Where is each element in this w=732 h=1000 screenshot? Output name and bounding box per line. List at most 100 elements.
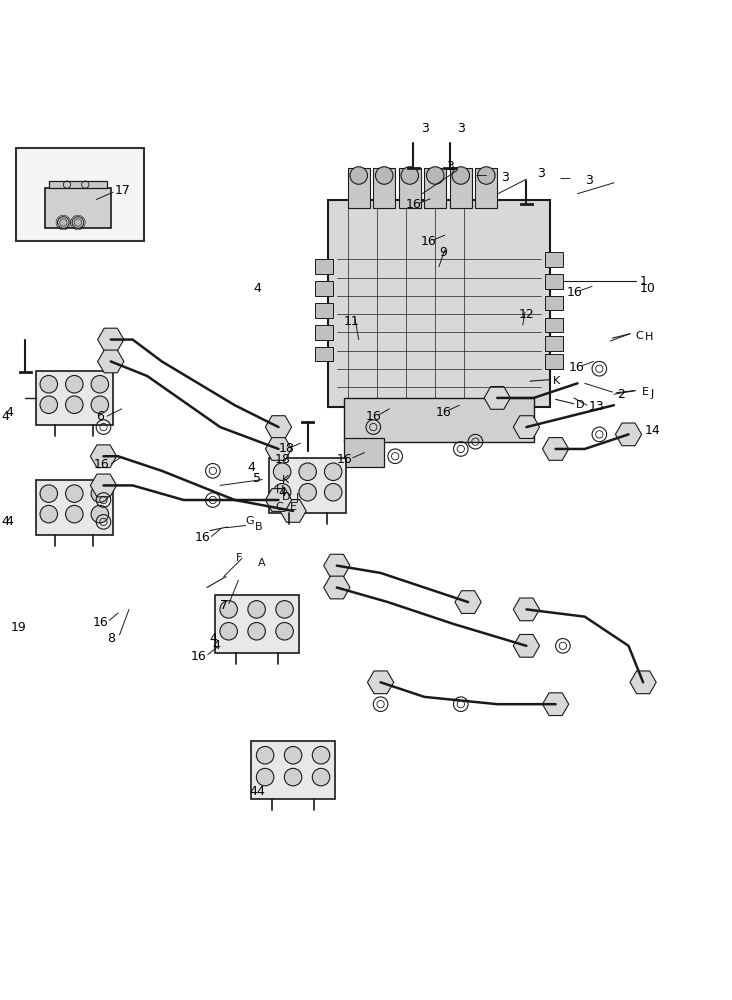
Text: D: D: [576, 400, 585, 410]
Circle shape: [273, 484, 291, 501]
Polygon shape: [324, 576, 350, 599]
Bar: [49, 181, 107, 188]
Circle shape: [284, 768, 302, 786]
Polygon shape: [367, 671, 394, 694]
FancyBboxPatch shape: [251, 741, 335, 799]
Text: 3: 3: [501, 171, 509, 184]
Text: 17: 17: [114, 184, 130, 197]
Circle shape: [40, 375, 58, 393]
Circle shape: [91, 396, 108, 413]
Text: 4: 4: [250, 785, 257, 798]
Text: 4: 4: [213, 639, 221, 652]
Text: 18: 18: [274, 453, 291, 466]
Text: 4: 4: [5, 515, 13, 528]
Text: —: —: [475, 170, 487, 180]
Text: —: —: [559, 173, 570, 183]
Circle shape: [313, 768, 330, 786]
Polygon shape: [616, 423, 642, 446]
Text: 7: 7: [220, 599, 228, 612]
Text: 4: 4: [248, 461, 255, 474]
Bar: [315, 347, 333, 361]
Text: 3: 3: [585, 174, 593, 187]
Circle shape: [72, 217, 83, 228]
Text: 16: 16: [567, 286, 582, 299]
FancyBboxPatch shape: [214, 595, 299, 653]
Text: 16: 16: [92, 616, 108, 629]
Text: 3: 3: [458, 122, 465, 135]
Bar: [315, 303, 333, 318]
Text: 3: 3: [537, 167, 545, 180]
Circle shape: [40, 396, 58, 413]
Polygon shape: [455, 591, 481, 613]
FancyBboxPatch shape: [36, 371, 113, 425]
Text: 4: 4: [1, 410, 10, 423]
Bar: [545, 354, 563, 369]
Text: 16: 16: [421, 235, 436, 248]
Polygon shape: [266, 416, 291, 438]
Polygon shape: [542, 693, 569, 716]
Text: G: G: [246, 516, 254, 526]
Text: D: D: [281, 492, 290, 502]
Text: J: J: [651, 389, 654, 399]
Bar: [344, 438, 384, 467]
FancyBboxPatch shape: [36, 480, 113, 535]
Text: E: E: [289, 502, 296, 512]
FancyBboxPatch shape: [269, 458, 346, 513]
Text: J: J: [295, 493, 299, 503]
Circle shape: [220, 623, 237, 640]
Circle shape: [276, 623, 294, 640]
Polygon shape: [324, 554, 350, 577]
Circle shape: [248, 623, 266, 640]
Text: 1: 1: [640, 275, 647, 288]
Bar: [545, 296, 563, 310]
Text: 4: 4: [257, 785, 264, 798]
Circle shape: [66, 375, 83, 393]
Text: H: H: [275, 485, 284, 495]
Text: 8: 8: [107, 632, 115, 645]
Circle shape: [40, 505, 58, 523]
Text: 16: 16: [366, 410, 382, 423]
Text: 14: 14: [645, 424, 660, 437]
Text: K: K: [281, 475, 288, 485]
Text: 4: 4: [253, 282, 261, 295]
Circle shape: [256, 746, 274, 764]
Text: 11: 11: [344, 315, 360, 328]
Text: 4: 4: [1, 515, 10, 528]
Circle shape: [401, 167, 419, 184]
Polygon shape: [513, 416, 539, 438]
Circle shape: [427, 167, 444, 184]
Text: 16: 16: [569, 361, 584, 374]
Circle shape: [66, 396, 83, 413]
Bar: [545, 318, 563, 332]
Text: 16: 16: [191, 650, 206, 663]
Bar: [545, 274, 563, 289]
Text: 16: 16: [436, 406, 451, 419]
Bar: [344, 398, 534, 442]
Bar: [450, 168, 471, 208]
Text: 16: 16: [94, 458, 110, 471]
Circle shape: [350, 167, 367, 184]
Polygon shape: [280, 500, 306, 522]
Text: A: A: [258, 558, 266, 568]
Circle shape: [376, 167, 393, 184]
Bar: [545, 252, 563, 267]
Circle shape: [256, 768, 274, 786]
Text: 3: 3: [447, 160, 454, 173]
Text: 3: 3: [421, 122, 428, 135]
Text: F: F: [236, 553, 242, 563]
Circle shape: [313, 746, 330, 764]
Polygon shape: [513, 598, 539, 621]
Text: 4: 4: [278, 486, 286, 499]
Polygon shape: [513, 634, 539, 657]
Circle shape: [66, 505, 83, 523]
Polygon shape: [266, 489, 291, 511]
Bar: [545, 336, 563, 351]
Text: 2: 2: [618, 388, 625, 401]
Circle shape: [66, 485, 83, 502]
Circle shape: [58, 217, 70, 228]
Bar: [315, 325, 333, 340]
Circle shape: [220, 601, 237, 618]
Polygon shape: [542, 438, 569, 460]
Circle shape: [324, 484, 342, 501]
Text: 18: 18: [278, 442, 294, 455]
